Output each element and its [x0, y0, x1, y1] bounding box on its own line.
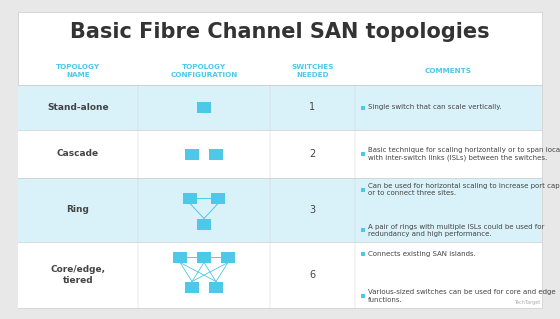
- Text: Various-sized switches can be used for core and edge
functions.: Various-sized switches can be used for c…: [368, 289, 556, 303]
- Text: 6: 6: [310, 270, 316, 280]
- FancyBboxPatch shape: [209, 149, 223, 160]
- FancyBboxPatch shape: [18, 85, 542, 130]
- Text: SWITCHES
NEEDED: SWITCHES NEEDED: [291, 64, 334, 78]
- FancyBboxPatch shape: [18, 130, 542, 178]
- Text: A pair of rings with multiple ISLs could be used for
redundancy and high perform: A pair of rings with multiple ISLs could…: [368, 224, 544, 237]
- Text: Basic technique for scaling horizontally or to span locations
with inter-switch : Basic technique for scaling horizontally…: [368, 147, 560, 161]
- Text: Connects existing SAN islands.: Connects existing SAN islands.: [368, 251, 476, 257]
- FancyBboxPatch shape: [361, 252, 365, 256]
- FancyBboxPatch shape: [361, 152, 365, 156]
- Text: 3: 3: [310, 205, 316, 215]
- FancyBboxPatch shape: [211, 192, 225, 204]
- Text: TechTarget: TechTarget: [514, 300, 540, 305]
- Text: 2: 2: [309, 149, 316, 159]
- Text: Basic Fibre Channel SAN topologies: Basic Fibre Channel SAN topologies: [70, 22, 490, 42]
- Text: 1: 1: [310, 102, 316, 113]
- FancyBboxPatch shape: [197, 219, 211, 229]
- FancyBboxPatch shape: [209, 281, 223, 293]
- FancyBboxPatch shape: [183, 192, 197, 204]
- FancyBboxPatch shape: [18, 178, 542, 242]
- FancyBboxPatch shape: [361, 228, 365, 233]
- Text: TOPOLOGY
NAME: TOPOLOGY NAME: [56, 64, 100, 78]
- Text: COMMENTS: COMMENTS: [425, 68, 472, 74]
- Text: Can be used for horizontal scaling to increase port capacity
or to connect three: Can be used for horizontal scaling to in…: [368, 183, 560, 197]
- FancyBboxPatch shape: [18, 12, 542, 308]
- FancyBboxPatch shape: [197, 102, 211, 113]
- Text: Ring: Ring: [67, 205, 90, 214]
- FancyBboxPatch shape: [185, 281, 199, 293]
- Text: Core/edge,
tiered: Core/edge, tiered: [50, 264, 105, 286]
- FancyBboxPatch shape: [361, 294, 365, 298]
- FancyBboxPatch shape: [173, 251, 187, 263]
- FancyBboxPatch shape: [18, 242, 542, 308]
- Text: Cascade: Cascade: [57, 150, 99, 159]
- Text: Single switch that can scale vertically.: Single switch that can scale vertically.: [368, 105, 502, 110]
- FancyBboxPatch shape: [361, 188, 365, 191]
- FancyBboxPatch shape: [197, 251, 211, 263]
- FancyBboxPatch shape: [221, 251, 235, 263]
- Text: TOPOLOGY
CONFIGURATION: TOPOLOGY CONFIGURATION: [170, 64, 237, 78]
- FancyBboxPatch shape: [185, 149, 199, 160]
- FancyBboxPatch shape: [361, 106, 365, 109]
- Text: Stand-alone: Stand-alone: [47, 103, 109, 112]
